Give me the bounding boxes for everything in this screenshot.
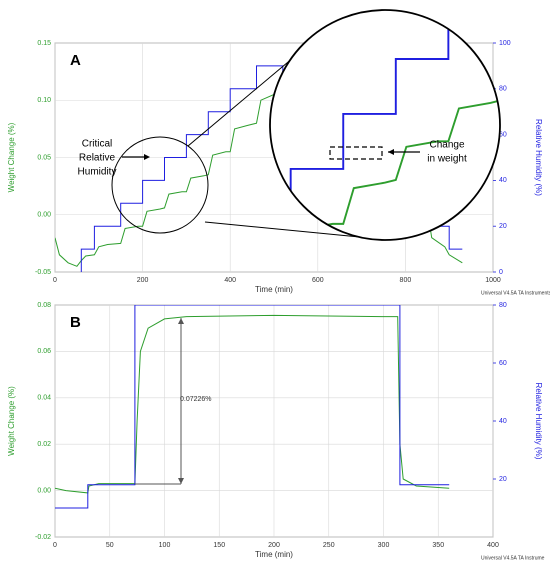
- series-line: [270, 10, 500, 240]
- y2-tick-label: 60: [499, 360, 507, 367]
- change-label: in weight: [427, 154, 467, 165]
- x-tick-label: 200: [137, 277, 149, 284]
- y-tick-label: 0.02: [37, 441, 51, 448]
- series-group: [55, 305, 450, 509]
- x-tick-label: 50: [106, 542, 114, 549]
- instrument-note: Universal V4.5A TA Instruments: [481, 290, 550, 296]
- y-tick-label: -0.02: [35, 534, 51, 541]
- critical-arrow-head: [144, 154, 150, 160]
- y-tick-label: -0.05: [35, 269, 51, 276]
- x-tick-label: 400: [487, 542, 499, 549]
- x-tick-label: 0: [53, 542, 57, 549]
- x-tick-label: 600: [312, 277, 324, 284]
- y2-tick-label: 80: [499, 86, 507, 93]
- y-tick-label: 0.00: [37, 212, 51, 219]
- y2-axis-label: Relative Humidity (%): [534, 119, 543, 196]
- series-line: [55, 314, 450, 494]
- y2-tick-label: 0: [499, 269, 503, 276]
- y2-tick-label: 60: [499, 131, 507, 138]
- x-tick-label: 800: [400, 277, 412, 284]
- delta-arrow-head: [178, 318, 184, 324]
- x-tick-label: 250: [323, 542, 335, 549]
- x-tick-label: 150: [213, 542, 225, 549]
- lens-content: [270, 10, 500, 240]
- y2-axis-label: Relative Humidity (%): [534, 383, 543, 460]
- lens-small: [111, 136, 209, 234]
- change-box: [329, 146, 383, 160]
- lens-large: [269, 9, 501, 241]
- y-tick-label: 0.15: [37, 40, 51, 47]
- lens-grid-background: [270, 10, 500, 240]
- y-tick-label: 0.10: [37, 97, 51, 104]
- x-tick-label: 0: [53, 277, 57, 284]
- x-tick-label: 400: [224, 277, 236, 284]
- critical-label: Humidity: [78, 167, 117, 178]
- instrument-note: Universal V4.5A TA Instrume: [481, 555, 545, 561]
- y-axis-label: Weight Change (%): [7, 386, 16, 456]
- y2-tick-label: 80: [499, 302, 507, 309]
- decorations: Critical Relative Humidity Change in weight 0…: [78, 9, 501, 485]
- delta-arrow-tail: [178, 478, 184, 484]
- y2-tick-label: 20: [499, 223, 507, 230]
- x-tick-label: 350: [432, 542, 444, 549]
- lens-zoom: [270, 10, 500, 240]
- critical-label: Critical: [82, 139, 113, 150]
- y-tick-label: 0.04: [37, 395, 51, 402]
- panel-label: B: [70, 314, 81, 331]
- y-tick-label: 0.05: [37, 154, 51, 161]
- critical-label: Relative: [79, 153, 116, 164]
- y-tick-label: 0.06: [37, 348, 51, 355]
- series-group: [270, 10, 500, 240]
- change-arrow-head: [388, 149, 394, 155]
- x-tick-label: 300: [378, 542, 390, 549]
- x-axis-label: Time (min): [255, 285, 293, 294]
- lens-connector: [187, 51, 301, 147]
- x-tick-label: 100: [159, 542, 171, 549]
- lens-connector: [204, 221, 381, 240]
- delta-label: 0.07226%: [180, 396, 212, 403]
- series-line: [55, 305, 450, 509]
- y2-tick-label: 40: [499, 177, 507, 184]
- panel-label: A: [70, 52, 81, 69]
- y-axis-label: Weight Change (%): [7, 122, 16, 192]
- x-tick-label: 1000: [485, 277, 501, 284]
- y2-tick-label: 40: [499, 418, 507, 425]
- change-label: Change: [429, 140, 464, 151]
- y2-tick-label: 20: [499, 476, 507, 483]
- y-tick-label: 0.08: [37, 302, 51, 309]
- y2-tick-label: 100: [499, 40, 511, 47]
- chart-b: 0 50 100 150 200 250 300 350 400 -0.02 0.00 0.02 0.0…: [7, 302, 545, 561]
- x-tick-label: 200: [268, 542, 280, 549]
- y-tick-label: 0.00: [37, 487, 51, 494]
- x-axis-label: Time (min): [255, 550, 293, 559]
